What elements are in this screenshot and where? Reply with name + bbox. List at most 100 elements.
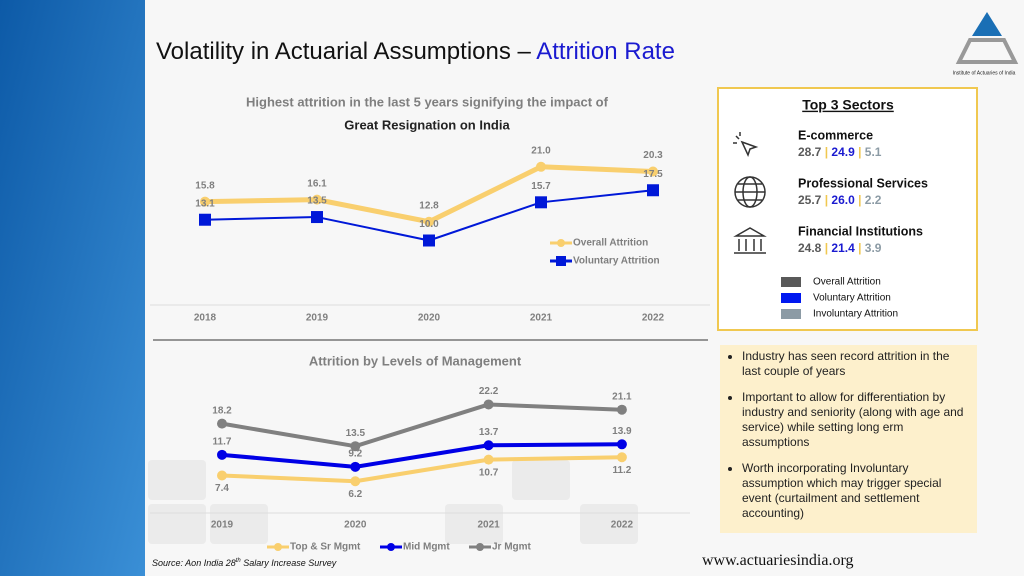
data-label: 21.0 (531, 145, 551, 156)
data-label: 12.8 (419, 200, 439, 211)
data-label: 16.1 (307, 178, 327, 189)
sector-involuntary: 5.1 (865, 145, 882, 159)
sector-values: 24.8 | 21.4 | 3.9 (798, 241, 882, 255)
bullets-panel: Industry has seen record attrition in th… (720, 345, 977, 533)
marker (423, 234, 435, 247)
x-tick-label: 2019 (306, 313, 329, 324)
x-tick-label: 2021 (477, 520, 500, 531)
data-label: 21.1 (612, 391, 632, 402)
legend-marker (556, 256, 566, 266)
sector-name: E-commerce (798, 128, 873, 142)
data-label: 20.3 (643, 150, 663, 161)
sector-icons (733, 132, 767, 254)
data-label: 7.4 (215, 483, 229, 494)
legend-label: Overall Attrition (573, 238, 648, 249)
chart-title: Highest attrition in the last 5 years si… (246, 94, 609, 109)
marker (217, 449, 227, 460)
sectors-title: Top 3 Sectors (802, 97, 894, 113)
marker (311, 211, 323, 224)
marker (200, 196, 210, 207)
separator: | (821, 145, 831, 159)
legend-label: Involuntary Attrition (813, 309, 898, 320)
marker (616, 404, 627, 415)
side-band (0, 0, 145, 576)
marker (483, 399, 494, 410)
marker (350, 441, 361, 452)
legend-label: Jr Mgmt (492, 542, 532, 553)
sector-voluntary: 21.4 (831, 241, 855, 255)
legend-label: Overall Attrition (813, 277, 881, 288)
legend-swatch (781, 277, 801, 287)
marker (424, 216, 434, 227)
chart-title: Attrition by Levels of Management (309, 353, 522, 368)
separator: | (821, 193, 831, 207)
legend-label: Voluntary Attrition (813, 293, 891, 304)
legend-label: Top & Sr Mgmt (290, 542, 361, 553)
data-label: 11.2 (612, 465, 631, 476)
marker (350, 476, 361, 487)
marker (616, 439, 627, 450)
decor-tiles (148, 460, 638, 544)
marker (535, 196, 547, 209)
sector-overall: 24.8 (798, 241, 822, 255)
series-line (220, 455, 624, 484)
sector-name: Professional Services (798, 176, 928, 190)
data-label: 11.7 (213, 436, 232, 447)
marker (199, 213, 211, 226)
bullet-list: Industry has seen record attrition in th… (728, 349, 969, 521)
website: www.actuariesindia.org (702, 552, 854, 569)
marker (217, 470, 227, 481)
data-label: 6.2 (348, 489, 362, 500)
data-label: 18.2 (212, 405, 232, 416)
marker (647, 184, 659, 197)
bullet: Important to allow for differentiation b… (742, 390, 969, 450)
data-label: 13.9 (612, 426, 632, 437)
legend-label: Mid Mgmt (403, 542, 450, 553)
data-label: 22.2 (479, 386, 499, 397)
marker (350, 461, 361, 472)
marker (217, 418, 227, 429)
sector-list: E-commerce 28.7 | 24.9 | 5.1 Professional … (781, 128, 928, 320)
slide-title: Volatility in Actuarial Assumptions – At… (156, 38, 675, 65)
marker (312, 194, 322, 205)
separator: | (855, 241, 865, 255)
legend-label: Voluntary Attrition (573, 256, 660, 267)
marker (483, 454, 494, 465)
sector-involuntary: 3.9 (865, 241, 882, 255)
bullet: Industry has seen record attrition in th… (742, 349, 969, 379)
data-label: 15.8 (195, 180, 215, 191)
data-label: 17.5 (643, 169, 663, 180)
x-tick-label: 2022 (642, 313, 665, 324)
data-label: 9.2 (348, 448, 362, 459)
data-label: 13.7 (479, 427, 499, 438)
legend-marker (557, 239, 565, 247)
x-tick-label: 2020 (418, 313, 441, 324)
x-tick-label: 2022 (611, 520, 634, 531)
sector-voluntary: 26.0 (831, 193, 855, 207)
logo: Institute of Actuaries of India (953, 12, 1019, 76)
sector-overall: 25.7 (798, 193, 822, 207)
x-tick-label: 2021 (530, 313, 553, 324)
separator: | (821, 241, 831, 255)
separator: | (855, 145, 865, 159)
data-label: 13.5 (346, 428, 366, 439)
sector-involuntary: 2.2 (865, 193, 882, 207)
marker (616, 452, 627, 463)
marker (483, 440, 494, 451)
x-tick-label: 2020 (344, 520, 367, 531)
bullet: Worth incorporating Involuntary assumpti… (742, 461, 969, 521)
x-tick-label: 2019 (211, 520, 234, 531)
series-line (220, 442, 624, 469)
legend-marker (476, 543, 484, 551)
chart-subtitle: Great Resignation on India (344, 117, 510, 132)
separator: | (855, 193, 865, 207)
data-label: 13.5 (307, 196, 327, 207)
marker (536, 161, 546, 172)
sector-values: 28.7 | 24.9 | 5.1 (798, 145, 882, 159)
x-tick-label: 2018 (194, 313, 217, 324)
sector-name: Financial Institutions (798, 224, 923, 238)
sector-overall: 28.7 (798, 145, 822, 159)
logo-text: Institute of Actuaries of India (953, 70, 1016, 76)
source: Source: Aon India 28th Salary Increase S… (152, 558, 337, 568)
